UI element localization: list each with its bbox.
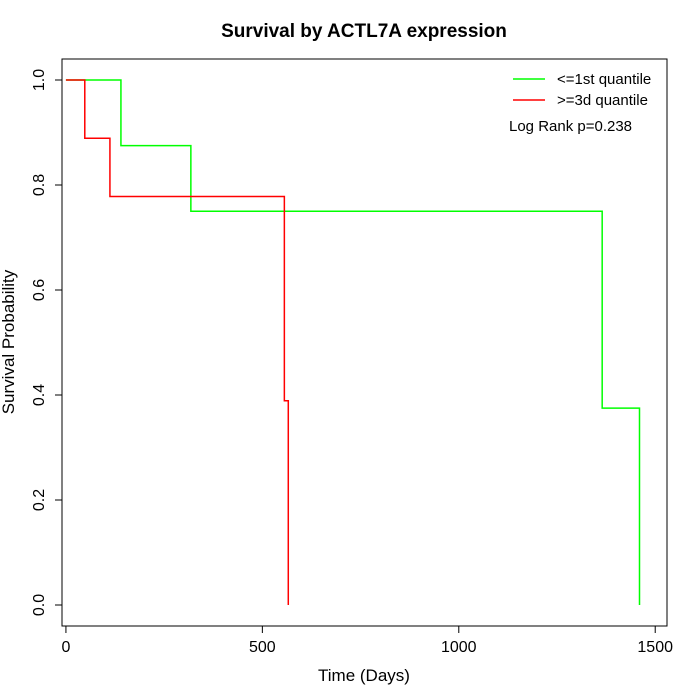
- survival-curves: [65, 79, 641, 605]
- y-tick-label: 0.0: [31, 594, 48, 616]
- y-tick-label: 0.2: [31, 489, 48, 511]
- legend-label-series-2: >=3d quantile: [557, 92, 648, 109]
- x-tick-label: 1000: [441, 639, 477, 656]
- plot-frame: [61, 58, 668, 627]
- y-tick-label: 1.0: [31, 69, 48, 91]
- log-rank-annotation: Log Rank p=0.238: [509, 118, 632, 135]
- legend: <=1st quantile >=3d quantile Log Rank p=…: [509, 71, 651, 135]
- chart-title: Survival by ACTL7A expression: [221, 21, 507, 42]
- x-tick-label: 0: [61, 639, 70, 656]
- y-tick-label: 0.6: [31, 279, 48, 301]
- survival-curve-series-2: [65, 79, 290, 605]
- legend-label-series-1: <=1st quantile: [557, 71, 651, 88]
- y-tick-label: 0.8: [31, 174, 48, 196]
- x-axis: 0 500 1000 1500: [61, 625, 673, 656]
- survival-curve-series-1: [65, 79, 641, 605]
- x-axis-label: Time (Days): [318, 666, 410, 685]
- x-tick-label: 500: [249, 639, 276, 656]
- y-axis: 0.0 0.2 0.4 0.6 0.8 1.0: [31, 69, 63, 616]
- y-axis-label: Survival Probability: [0, 269, 18, 414]
- x-tick-label: 1500: [637, 639, 673, 656]
- y-tick-label: 0.4: [31, 384, 48, 406]
